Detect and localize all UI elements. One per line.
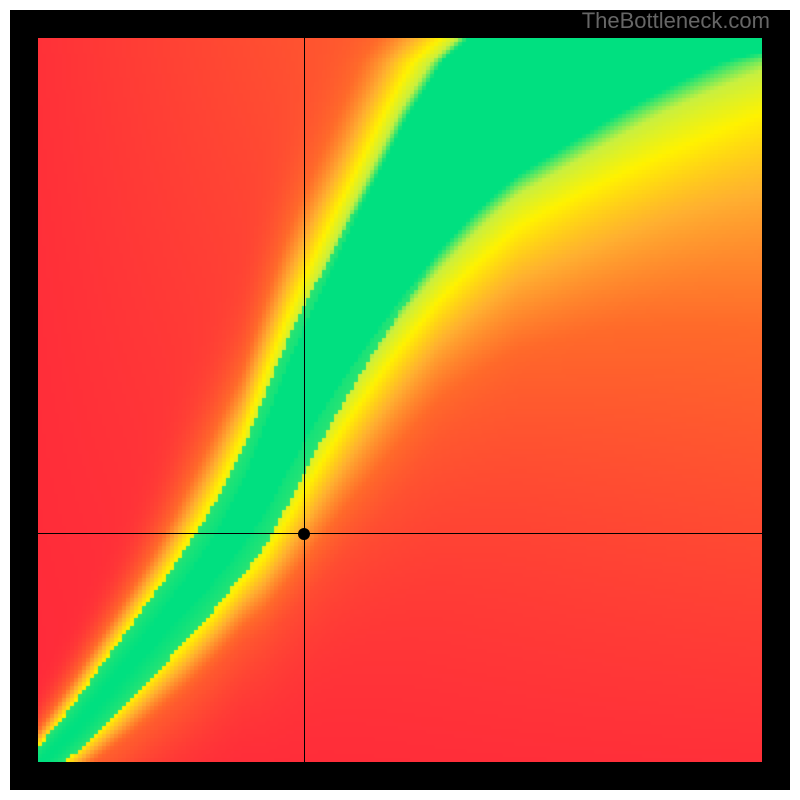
heatmap-canvas [38, 38, 762, 762]
crosshair-vertical [304, 38, 305, 762]
crosshair-horizontal [38, 533, 762, 534]
watermark-text: TheBottleneck.com [582, 8, 770, 34]
heatmap-plot [38, 38, 762, 762]
crosshair-marker [298, 528, 310, 540]
